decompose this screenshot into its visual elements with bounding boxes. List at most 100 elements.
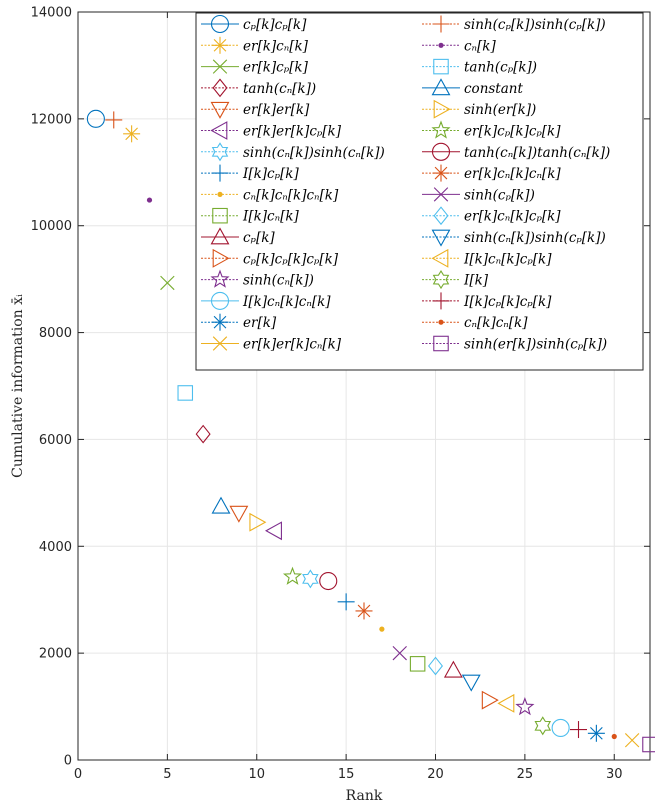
x-tick-label: 20 [427, 767, 444, 782]
legend-marker [433, 206, 449, 226]
legend-marker [431, 229, 451, 247]
data-point [229, 505, 249, 523]
y-axis-label: Cumulative information x̄ᵢ [10, 294, 26, 478]
legend-label: tanh(cₙ[k])tanh(cₙ[k]) [464, 145, 610, 161]
legend-marker [210, 14, 230, 34]
y-tick-label: 6000 [39, 433, 72, 448]
legend-marker [431, 120, 451, 139]
data-point [355, 602, 373, 620]
data-point [379, 626, 385, 632]
legend-item: cₚ[k] [201, 227, 275, 246]
legend-item: constant [422, 78, 523, 97]
legend-item: sinh(cₙ[k])sinh(cₙ[k]) [201, 142, 385, 162]
x-axis-label: Rank [346, 788, 383, 804]
legend-label: sinh(cₚ[k])sinh(cₚ[k]) [464, 17, 606, 33]
y-tick-label: 4000 [39, 540, 72, 555]
legend-item: er[k]cₙ[k]cₚ[k] [422, 206, 561, 226]
x-tick-label: 15 [338, 767, 355, 782]
data-point [570, 721, 587, 739]
legend-item: er[k]cₙ[k] [201, 36, 309, 54]
legend-item: er[k]cₚ[k]cₚ[k] [422, 120, 561, 140]
legend-label: sinh(er[k]) [464, 102, 536, 118]
legend-item: er[k]cₚ[k] [201, 59, 309, 76]
legend-label: cₚ[k] [243, 230, 275, 246]
legend-item: I[k]cₚ[k] [201, 164, 299, 182]
legend-label: I[k] [463, 273, 489, 289]
legend-marker [210, 121, 228, 140]
legend-marker [432, 270, 450, 290]
legend-item: cₙ[k]cₙ[k]cₙ[k] [201, 187, 339, 203]
data-point [123, 125, 141, 143]
data-point [249, 512, 267, 532]
legend-label: cₚ[k]cₚ[k]cₚ[k] [243, 251, 339, 267]
legend-item: tanh(cₙ[k])tanh(cₙ[k]) [422, 142, 610, 161]
data-point [160, 275, 175, 291]
legend-item: sinh(cₙ[k])sinh(cₚ[k]) [422, 229, 606, 247]
data-point [427, 656, 444, 676]
legend-marker [212, 78, 228, 98]
legend-item: er[k] [201, 313, 277, 331]
legend-label: tanh(cₙ[k]) [243, 81, 316, 97]
legend-label: tanh(cₚ[k]) [464, 60, 537, 76]
legend-marker [438, 42, 444, 48]
x-tick-label: 5 [163, 767, 171, 782]
x-tick-label: 0 [74, 767, 82, 782]
legend-item: I[k] [422, 270, 489, 290]
y-tick-label: 10000 [31, 219, 72, 234]
legend-label: er[k] [243, 315, 277, 331]
data-point [319, 571, 338, 591]
legend-item: er[k]er[k]cₚ[k] [201, 121, 342, 140]
legend-label: er[k]cₚ[k] [243, 60, 309, 76]
legend-item: sinh(er[k]) [422, 99, 536, 119]
y-tick-label: 0 [64, 754, 72, 769]
data-point [195, 424, 211, 444]
legend-marker [431, 142, 451, 161]
data-point [302, 569, 319, 589]
legend-marker [211, 164, 229, 182]
legend-marker [217, 191, 223, 197]
legend-label: I[k]cₚ[k] [242, 166, 299, 182]
data-point [587, 724, 605, 742]
data-point [551, 718, 570, 737]
legend-marker [433, 99, 451, 119]
data-point [282, 566, 303, 585]
y-tick-label: 14000 [31, 6, 72, 21]
legend-label: sinh(cₙ[k])sinh(cₚ[k]) [464, 230, 606, 246]
data-point [461, 674, 481, 692]
data-point [481, 690, 499, 710]
legend-marker [433, 58, 449, 75]
data-point [624, 733, 640, 748]
legend-box [195, 12, 644, 371]
y-tick-label: 2000 [39, 647, 72, 662]
legend-item: cₙ[k]cₙ[k] [422, 315, 528, 331]
data-point [611, 733, 617, 740]
legend-item: tanh(cₙ[k]) [201, 78, 316, 98]
data-point [264, 521, 282, 541]
legend-item: sinh(cₙ[k]) [201, 269, 314, 289]
data-point [337, 593, 355, 611]
legend-label: constant [464, 81, 523, 97]
legend-label: er[k]cₙ[k]cₙ[k] [464, 166, 561, 182]
legend-marker [211, 313, 229, 331]
legend-item: tanh(cₚ[k]) [422, 58, 537, 76]
legend-label: er[k]er[k] [243, 102, 310, 118]
legend-marker [210, 227, 230, 245]
legend-item: cₚ[k]cₚ[k]cₚ[k] [201, 248, 339, 268]
legend-label: cₙ[k]cₙ[k] [464, 315, 528, 331]
legend-label: sinh(er[k])sinh(cₚ[k]) [464, 337, 607, 353]
data-point [86, 109, 105, 128]
legend-label: er[k]cₙ[k] [243, 38, 309, 54]
legend-label: sinh(cₙ[k]) [243, 273, 314, 289]
x-tick-label: 10 [248, 767, 265, 782]
legend-marker [433, 187, 449, 202]
data-points [86, 109, 655, 753]
x-tick-label: 25 [517, 767, 534, 782]
legend-item: er[k]er[k] [201, 101, 310, 119]
plot-box [77, 11, 651, 761]
data-point [211, 496, 231, 514]
legend-item: cₙ[k] [422, 38, 496, 54]
legend-item: I[k]cₙ[k] [201, 207, 300, 225]
legend-label: cₙ[k]cₙ[k]cₙ[k] [243, 187, 339, 203]
legend-marker [431, 78, 451, 96]
